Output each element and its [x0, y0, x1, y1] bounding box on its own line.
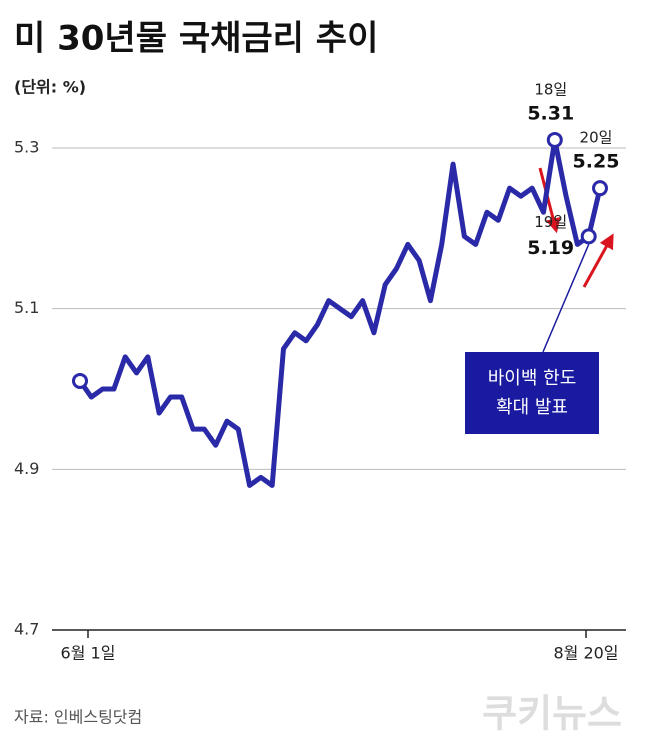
- x-tick-label: 6월 1일: [61, 644, 116, 663]
- callout-pointer: [542, 244, 590, 353]
- point-label: 18일: [534, 80, 567, 98]
- point-marker: [592, 180, 608, 197]
- point-label: 19일: [534, 213, 567, 231]
- callout-text: 바이백 한도: [488, 368, 577, 389]
- y-tick-label: 4.9: [14, 459, 39, 478]
- up-arrow: [582, 233, 614, 288]
- source: 자료: 인베스팅닷컴: [14, 708, 142, 727]
- point-marker: [546, 131, 563, 148]
- value-label: 5.25: [573, 151, 620, 173]
- callout-text: 확대 발표: [496, 397, 568, 418]
- y-tick-label: 5.1: [14, 298, 39, 317]
- watermark: 쿠키뉴스: [482, 692, 622, 736]
- value-label: 5.19: [527, 237, 574, 259]
- point-label: 20일: [580, 129, 613, 147]
- point-marker: [72, 372, 88, 389]
- y-tick-label: 5.3: [14, 138, 39, 157]
- callout-box: [465, 352, 599, 434]
- chart-title: 미 30년물 국채금리 추이: [14, 19, 378, 59]
- unit-note: (단위: %): [14, 78, 86, 97]
- point-marker: [580, 228, 597, 245]
- y-tick-label: 4.7: [14, 620, 39, 639]
- x-tick-label: 8월 20일: [553, 644, 618, 663]
- value-label: 5.31: [527, 102, 574, 124]
- line: [77, 137, 603, 488]
